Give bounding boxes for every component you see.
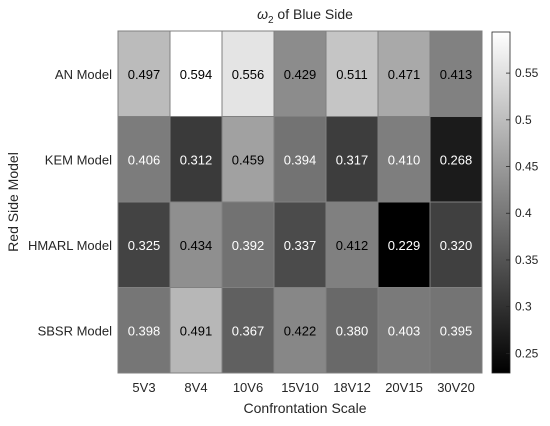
heatmap-cell <box>273 201 327 288</box>
cell-value-label: 0.229 <box>388 238 421 253</box>
cell-value-label: 0.413 <box>440 67 473 82</box>
title-rest: of Blue Side <box>274 6 354 22</box>
colorbar-tick-label: 0.4 <box>515 206 532 220</box>
cell-value-label: 0.434 <box>180 238 213 253</box>
heatmap-cell <box>429 116 483 203</box>
cell-value-label: 0.471 <box>388 67 421 82</box>
heatmap-cell <box>169 116 223 203</box>
heatmap-cell <box>221 287 275 374</box>
heatmap-cells <box>117 30 483 374</box>
y-tick-labels: AN Model KEM Model HMARL Model SBSR Model <box>28 67 112 339</box>
cell-value-label: 0.412 <box>336 238 369 253</box>
colorbar-tick-label: 0.45 <box>515 160 539 174</box>
heatmap-cell <box>273 116 327 203</box>
cell-value-label: 0.337 <box>284 238 317 253</box>
cell-value-label: 0.422 <box>284 323 317 338</box>
colorbar-tick-label: 0.35 <box>515 253 539 267</box>
x-tick-label: 5V3 <box>132 380 155 395</box>
heatmap-cell <box>325 201 379 288</box>
y-tick-label: KEM Model <box>45 152 112 167</box>
y-axis-label: Red Side Model <box>5 152 21 252</box>
heatmap-cell <box>221 116 275 203</box>
cell-value-label: 0.268 <box>440 152 473 167</box>
cell-value-label: 0.320 <box>440 238 473 253</box>
title-omega: ω <box>257 6 268 22</box>
cell-value-label: 0.497 <box>128 67 161 82</box>
colorbar-tick-label: 0.5 <box>515 113 532 127</box>
title-subscript: 2 <box>268 15 274 26</box>
y-tick-label: AN Model <box>55 67 112 82</box>
colorbar-tick-label: 0.55 <box>515 66 539 80</box>
cell-value-label: 0.403 <box>388 323 421 338</box>
x-tick-label: 30V20 <box>437 380 475 395</box>
cell-value-label: 0.392 <box>232 238 265 253</box>
colorbar-tick-label: 0.25 <box>515 346 539 360</box>
cell-value-label: 0.511 <box>336 67 368 82</box>
cell-value-label: 0.317 <box>336 152 369 167</box>
heatmap-cell <box>117 201 171 288</box>
cell-value-label: 0.367 <box>232 323 265 338</box>
heatmap-cell <box>117 116 171 203</box>
cell-value-labels: 0.497 0.594 0.556 0.429 0.511 0.471 0.413 0.406… <box>128 67 473 339</box>
heatmap-cell <box>273 287 327 374</box>
heatmap-cell <box>325 116 379 203</box>
cell-value-label: 0.594 <box>180 67 213 82</box>
cell-value-label: 0.410 <box>388 152 421 167</box>
colorbar-tick-label: 0.3 <box>515 300 532 314</box>
y-tick-label: HMARL Model <box>28 238 112 253</box>
heatmap-cell <box>325 287 379 374</box>
cell-value-label: 0.398 <box>128 323 161 338</box>
heatmap-cell <box>429 201 483 288</box>
cell-value-label: 0.459 <box>232 152 265 167</box>
heatmap-cell <box>377 201 431 288</box>
y-tick-label: SBSR Model <box>38 323 113 338</box>
heatmap-cell <box>377 287 431 374</box>
cell-value-label: 0.312 <box>180 152 213 167</box>
cell-value-label: 0.395 <box>440 323 473 338</box>
cell-value-label: 0.325 <box>128 238 161 253</box>
x-tick-labels: 5V3 8V4 10V6 15V10 18V12 20V15 30V20 <box>132 380 474 395</box>
heatmap-cell <box>429 287 483 374</box>
heatmap-cell <box>169 201 223 288</box>
heatmap-cell <box>377 116 431 203</box>
heatmap-cell <box>169 30 223 117</box>
cell-value-label: 0.394 <box>284 152 317 167</box>
cell-value-label: 0.429 <box>284 67 317 82</box>
x-tick-label: 15V10 <box>281 380 319 395</box>
cell-value-label: 0.556 <box>232 67 265 82</box>
cell-value-label: 0.406 <box>128 152 161 167</box>
x-tick-label: 20V15 <box>385 380 423 395</box>
cell-value-label: 0.491 <box>180 323 213 338</box>
x-axis-label: Confrontation Scale <box>244 400 367 416</box>
heatmap-cell <box>169 287 223 374</box>
colorbar <box>491 31 511 374</box>
x-tick-label: 10V6 <box>233 380 263 395</box>
x-tick-label: 18V12 <box>333 380 371 395</box>
heatmap-cell <box>221 201 275 288</box>
colorbar-ticks: 0.25 0.3 0.35 0.4 0.45 0.5 0.55 <box>506 66 539 360</box>
chart-title: ω2 of Blue Side <box>257 6 353 26</box>
x-tick-label: 8V4 <box>184 380 207 395</box>
cell-value-label: 0.380 <box>336 323 369 338</box>
